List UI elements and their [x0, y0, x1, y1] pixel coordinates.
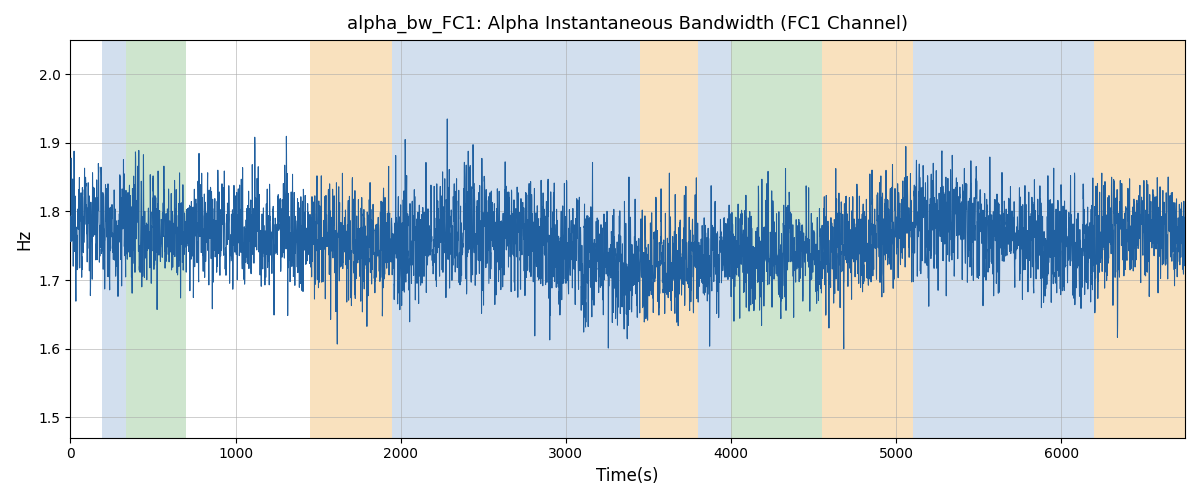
X-axis label: Time(s): Time(s) [596, 467, 659, 485]
Title: alpha_bw_FC1: Alpha Instantaneous Bandwidth (FC1 Channel): alpha_bw_FC1: Alpha Instantaneous Bandwi… [347, 15, 908, 34]
Bar [392, 40, 640, 438]
Bar [102, 40, 126, 438]
Bar [310, 40, 392, 438]
Bar [640, 40, 698, 438]
Bar [126, 40, 186, 438]
Bar [731, 40, 822, 438]
Bar [698, 40, 731, 438]
Bar [1094, 40, 1193, 438]
Y-axis label: Hz: Hz [14, 228, 32, 250]
Bar [912, 40, 1094, 438]
Bar [822, 40, 912, 438]
